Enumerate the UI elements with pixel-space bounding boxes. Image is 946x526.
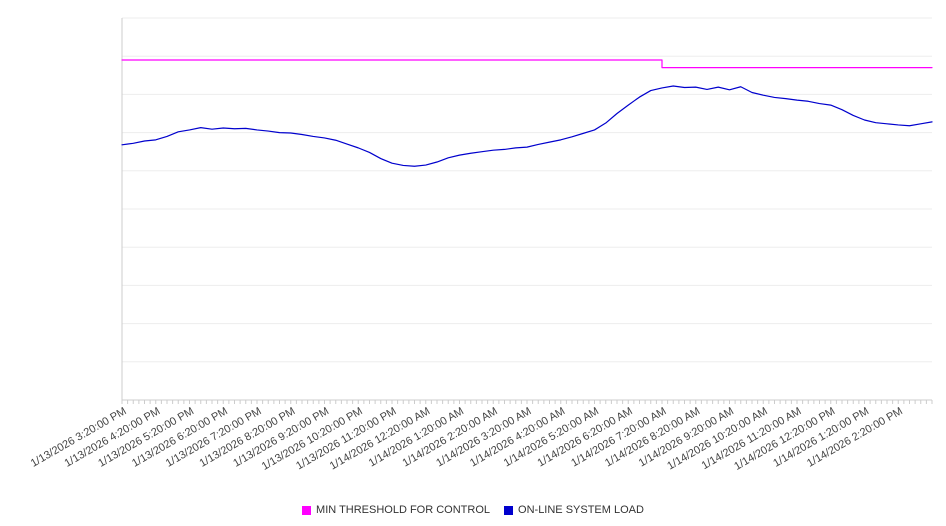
- series-line-min-threshold-for-control: [121, 59, 933, 69]
- legend-label-system-load: ON-LINE SYSTEM LOAD: [518, 504, 644, 516]
- legend-item-on-line-system-load[interactable]: ON-LINE SYSTEM LOAD: [504, 504, 644, 516]
- legend-swatch-system-load: [504, 505, 514, 515]
- legend-label-min-threshold: MIN THRESHOLD FOR CONTROL: [316, 504, 491, 516]
- legend-swatch-min-threshold: [302, 505, 312, 515]
- chart-legend: MIN THRESHOLD FOR CONTROL ON-LINE SYSTEM…: [0, 502, 946, 518]
- legend-item-min-threshold-for-control[interactable]: MIN THRESHOLD FOR CONTROL: [302, 504, 490, 516]
- series-line-on-line-system-load: [121, 85, 933, 167]
- chart-svg: 1/13/2026 3:20:00 PM1/13/2026 4:20:00 PM…: [29, 17, 933, 473]
